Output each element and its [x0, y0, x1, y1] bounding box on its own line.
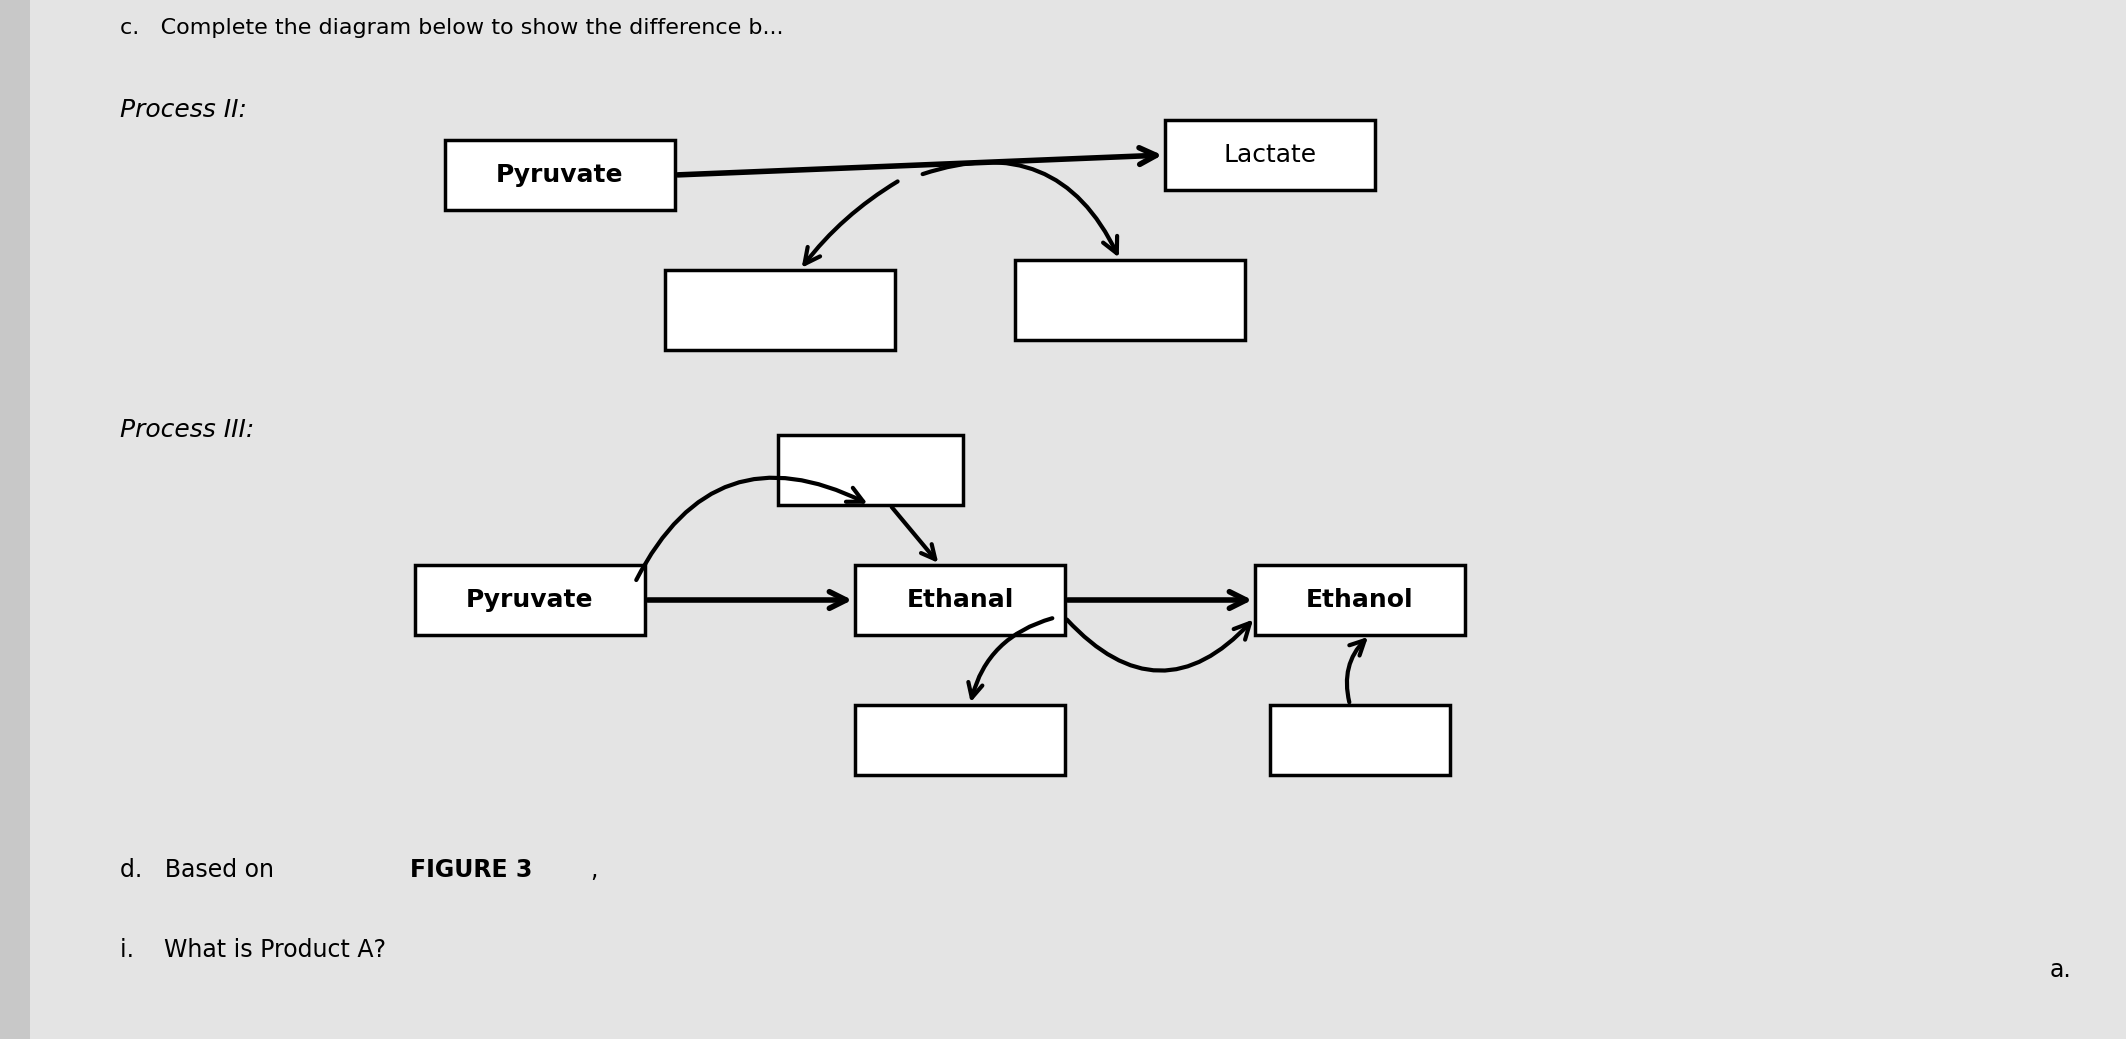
Text: i.    What is Product A?: i. What is Product A?: [119, 938, 387, 962]
FancyBboxPatch shape: [1269, 705, 1450, 775]
FancyBboxPatch shape: [1014, 260, 1246, 340]
FancyBboxPatch shape: [415, 565, 644, 635]
Text: d.   Based on: d. Based on: [119, 858, 281, 882]
FancyBboxPatch shape: [855, 705, 1065, 775]
Text: a.: a.: [2049, 958, 2071, 982]
FancyBboxPatch shape: [855, 565, 1065, 635]
Text: Pyruvate: Pyruvate: [466, 588, 593, 612]
FancyBboxPatch shape: [665, 270, 895, 350]
Text: c.   Complete the diagram below to show the difference b...: c. Complete the diagram below to show th…: [119, 18, 784, 38]
Text: Pyruvate: Pyruvate: [495, 163, 623, 187]
Text: Lactate: Lactate: [1222, 143, 1316, 167]
Text: ,: ,: [591, 858, 597, 882]
FancyBboxPatch shape: [444, 140, 674, 210]
FancyBboxPatch shape: [1254, 565, 1465, 635]
FancyBboxPatch shape: [30, 0, 2126, 1039]
Text: Process II:: Process II:: [119, 98, 247, 122]
Text: Ethanal: Ethanal: [906, 588, 1014, 612]
FancyBboxPatch shape: [1165, 119, 1376, 190]
Text: FIGURE 3: FIGURE 3: [410, 858, 532, 882]
Text: Process III:: Process III:: [119, 418, 255, 442]
FancyBboxPatch shape: [778, 435, 963, 505]
Text: Ethanol: Ethanol: [1305, 588, 1414, 612]
